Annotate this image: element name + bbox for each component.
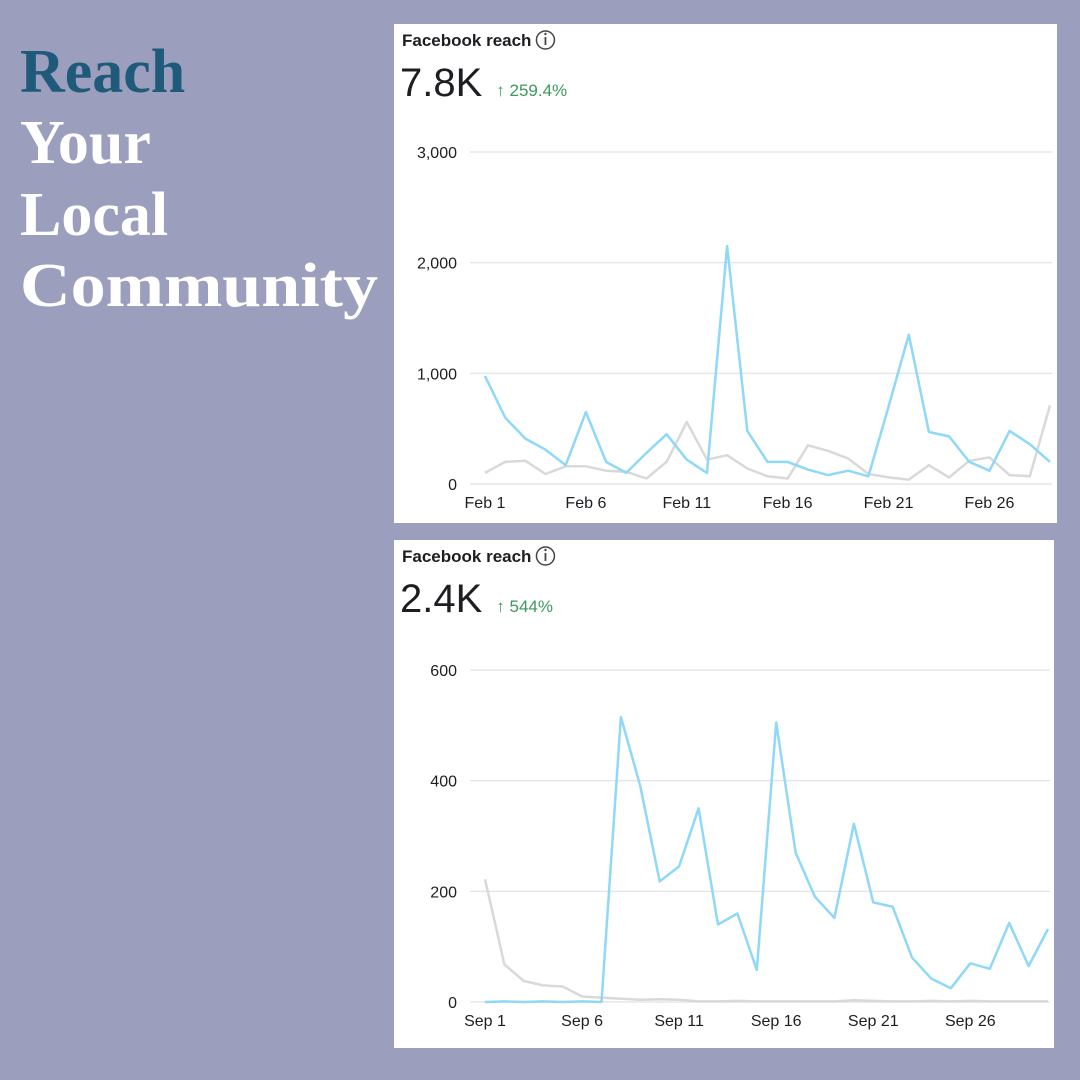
change: ↑ 259.4% (496, 81, 567, 100)
x-tick-label: Feb 21 (864, 495, 914, 512)
x-tick-label: Feb 6 (565, 495, 606, 512)
headline: Your (20, 109, 151, 177)
y-tick-label: 200 (430, 884, 457, 901)
series-line (484, 715, 1050, 1004)
y-tick-label: 400 (430, 774, 457, 791)
total-value: 7.8K (400, 61, 483, 105)
headline: Community (20, 252, 378, 320)
x-tick-label: Sep 21 (848, 1013, 899, 1030)
x-tick-label: Feb 16 (763, 495, 813, 512)
headline: Local (20, 181, 168, 249)
y-tick-label: 1,000 (417, 366, 457, 383)
y-tick-label: 0 (448, 995, 457, 1012)
x-tick-label: Sep 16 (751, 1013, 802, 1030)
chart-title: Facebook reach (402, 547, 531, 566)
x-tick-label: Sep 6 (561, 1013, 603, 1030)
x-tick-label: Feb 26 (965, 495, 1015, 512)
y-tick-label: 0 (448, 477, 457, 494)
y-tick-label: 3,000 (417, 145, 457, 162)
change: ↑ 544% (496, 597, 553, 616)
chart-title: Facebook reach (402, 31, 531, 50)
y-tick-label: 600 (430, 663, 457, 680)
info-icon (544, 548, 547, 552)
series-line (483, 244, 1051, 478)
info-icon (535, 546, 556, 566)
x-tick-label: Sep 26 (945, 1013, 996, 1030)
info-icon (535, 30, 556, 50)
x-tick-label: Sep 1 (464, 1013, 506, 1030)
y-tick-label: 2,000 (417, 256, 457, 273)
x-tick-label: Feb 1 (465, 495, 506, 512)
series-line (484, 405, 1052, 481)
series-line (483, 878, 1048, 1003)
x-tick-label: Feb 11 (662, 495, 711, 512)
chart-panel (394, 540, 1054, 1048)
headline: Reach (20, 38, 185, 106)
total-value: 2.4K (400, 577, 483, 621)
info-icon (544, 32, 547, 36)
x-tick-label: Sep 11 (654, 1013, 704, 1030)
